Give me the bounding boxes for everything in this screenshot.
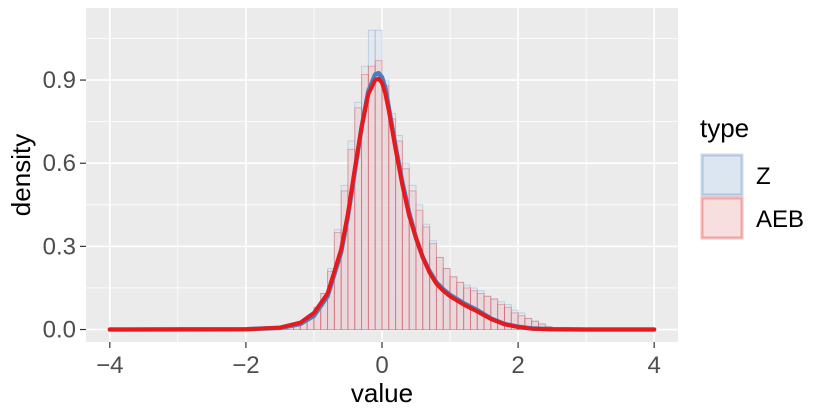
histogram-bar-aeb bbox=[381, 85, 390, 331]
legend-key-z bbox=[700, 153, 744, 197]
histogram-bar-aeb bbox=[429, 243, 437, 331]
density-line-aeb bbox=[107, 76, 657, 332]
y-tick-label: 0.0 bbox=[43, 317, 76, 344]
x-tick-label: −4 bbox=[96, 352, 123, 379]
x-tick-label: 0 bbox=[375, 352, 388, 379]
legend-label-aeb: AEB bbox=[756, 206, 804, 233]
histogram-bar-aeb bbox=[435, 256, 444, 331]
histogram-bar-aeb bbox=[367, 65, 376, 331]
y-axis: 0.0 0.3 0.6 0.9 bbox=[43, 67, 86, 344]
histogram-bar-aeb bbox=[422, 226, 431, 331]
legend-label-z: Z bbox=[756, 163, 771, 190]
histogram-bar-aeb bbox=[449, 276, 458, 331]
y-tick-label: 0.3 bbox=[43, 233, 76, 260]
x-tick-label: 2 bbox=[511, 352, 524, 379]
histogram-bar-aeb bbox=[415, 209, 424, 331]
y-tick-label: 0.9 bbox=[43, 67, 76, 94]
histogram-bar-aeb bbox=[442, 268, 451, 331]
legend-key-aeb bbox=[700, 196, 744, 240]
x-axis: −4 −2 0 2 4 bbox=[96, 342, 661, 379]
legend-item-aeb: AEB bbox=[700, 196, 804, 240]
legend-item-z: Z bbox=[700, 153, 771, 197]
histogram-bar-aeb bbox=[374, 60, 383, 331]
density-curves bbox=[107, 70, 657, 332]
legend-title: type bbox=[700, 113, 749, 143]
x-tick-label: −2 bbox=[232, 352, 259, 379]
y-axis-title: density bbox=[6, 134, 36, 216]
legend: type Z AEB bbox=[700, 113, 804, 240]
y-tick-label: 0.6 bbox=[43, 150, 76, 177]
x-tick-label: 4 bbox=[648, 352, 661, 379]
histogram-bar-aeb bbox=[320, 292, 329, 331]
x-axis-title: value bbox=[351, 378, 413, 408]
histogram-bars bbox=[279, 29, 553, 331]
histogram-bar-aeb bbox=[490, 298, 499, 331]
